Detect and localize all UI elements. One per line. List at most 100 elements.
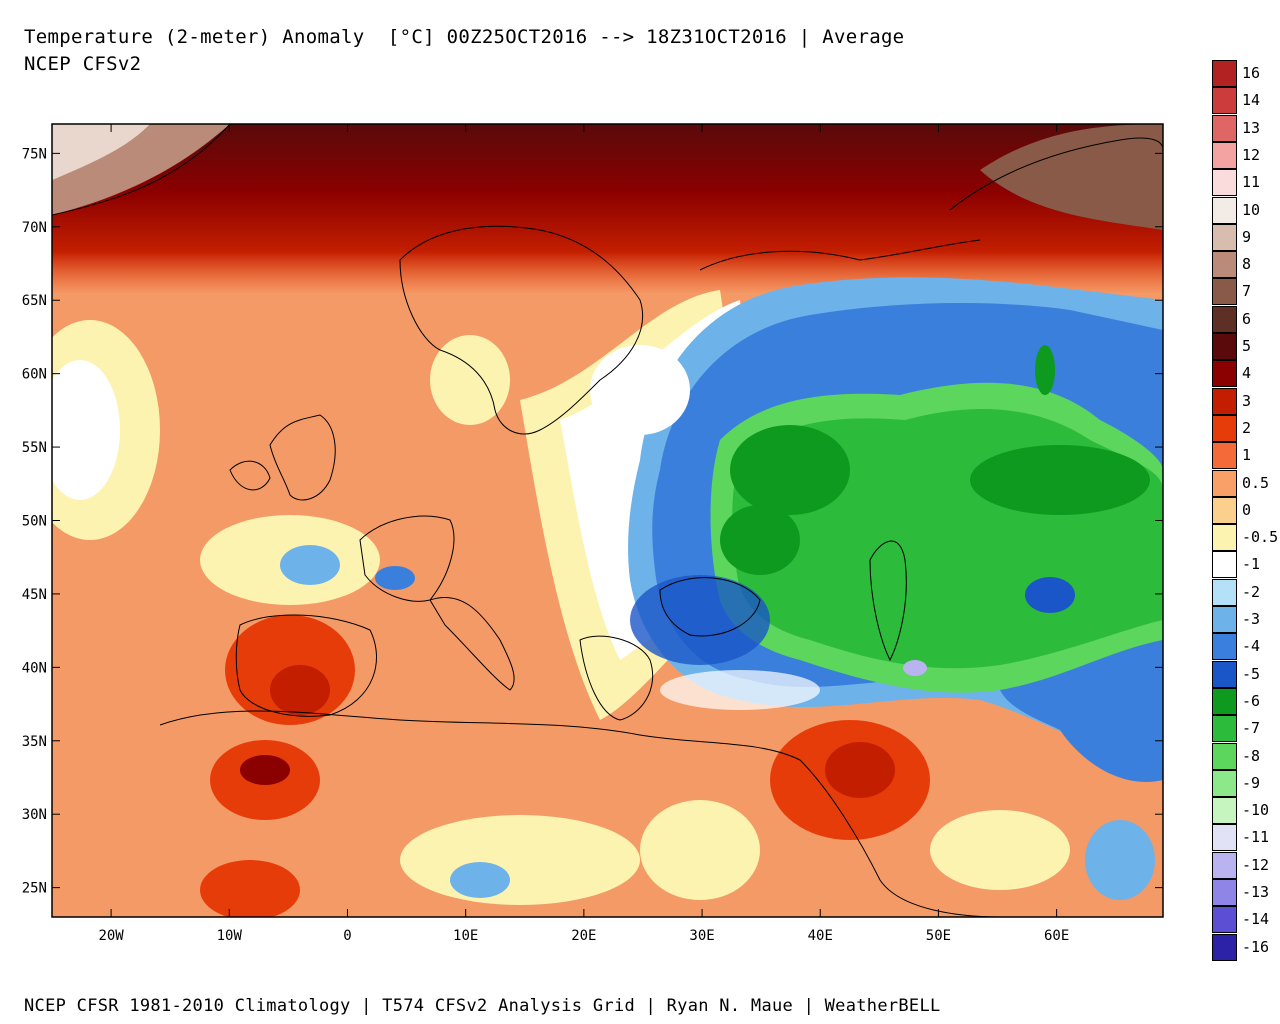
field-biscay-blue [280, 545, 340, 585]
colorbar-label: 0.5 [1242, 473, 1270, 492]
colorbar-label: -8 [1242, 746, 1261, 765]
colorbar-label: -12 [1242, 855, 1270, 874]
field-libya-pale [400, 815, 640, 905]
lat-label: 45N [22, 587, 47, 603]
colorbar-entry: 3 [1212, 387, 1280, 415]
colorbar-swatch [1212, 578, 1237, 606]
colorbar-label: 8 [1242, 255, 1252, 274]
colorbar-label: 7 [1242, 282, 1252, 301]
colorbar-swatch [1212, 333, 1237, 360]
colorbar-entry: 14 [1212, 87, 1280, 115]
field-arctic-nw-inner [52, 124, 150, 180]
field-sahara-warm [200, 860, 300, 917]
lon-label: 30E [689, 928, 714, 944]
colorbar-swatch [1212, 715, 1237, 743]
colorbar-entry: -12 [1212, 851, 1280, 879]
colorbar-label: 16 [1242, 64, 1261, 82]
colorbar-swatch [1212, 551, 1237, 579]
lat-label: 35N [22, 734, 47, 750]
colorbar-label: -5 [1242, 664, 1261, 683]
colorbar-label: -0.5 [1242, 528, 1279, 547]
colorbar-entry: -8 [1212, 742, 1280, 770]
colorbar-swatch [1212, 851, 1237, 879]
colorbar-entry: -3 [1212, 606, 1280, 633]
colorbar-entry: -4 [1212, 633, 1280, 661]
colorbar-label: 5 [1242, 337, 1252, 355]
colorbar-label: 6 [1242, 309, 1252, 328]
colorbar-entry: -7 [1212, 715, 1280, 743]
colorbar-entry: -0.5 [1212, 524, 1280, 552]
lat-label: 75N [22, 146, 47, 162]
colorbar-swatch [1212, 824, 1237, 852]
field-cold-green-core-3 [720, 505, 800, 575]
colorbar-swatch [1212, 360, 1237, 388]
field-asia-blue-south [1000, 640, 1163, 782]
colorbar-swatch [1212, 606, 1237, 633]
colorbar-entry: -1 [1212, 551, 1280, 579]
field-atlantic-white [52, 360, 120, 500]
lat-label: 65N [22, 293, 47, 309]
lat-label: 25N [22, 881, 47, 897]
colorbar-label: -10 [1242, 801, 1270, 820]
colorbar-entry: 1 [1212, 442, 1280, 470]
colorbar-label: -9 [1242, 773, 1261, 792]
colorbar-entry: 11 [1212, 169, 1280, 197]
colorbar-swatch [1212, 414, 1237, 442]
colorbar-swatch [1212, 633, 1237, 661]
colorbar-label: 1 [1242, 446, 1252, 465]
lon-label: 60E [1044, 928, 1069, 944]
colorbar-entry: 0.5 [1212, 469, 1280, 497]
colorbar-swatch [1212, 169, 1237, 197]
colorbar-label: -7 [1242, 719, 1261, 738]
field-cold-green-core-1 [730, 425, 850, 515]
colorbar-entry: -6 [1212, 687, 1280, 715]
field-iberia-core [270, 665, 330, 715]
colorbar-entry: -5 [1212, 660, 1280, 688]
colorbar-entry: -13 [1212, 879, 1280, 906]
colorbar-swatch [1212, 524, 1237, 552]
colorbar-entry: -11 [1212, 824, 1280, 852]
colorbar-entry: -14 [1212, 906, 1280, 934]
colorbar-swatch [1212, 223, 1237, 251]
latitude-axis: 75N 70N 65N 60N 55N 50N 45N 40N 35N 30N 25N [22, 146, 1163, 897]
field-arabia-blue [1085, 820, 1155, 900]
colorbar-label: 13 [1242, 118, 1261, 137]
lat-label: 50N [22, 514, 47, 530]
colorbar-swatch [1212, 196, 1237, 224]
colorbar-label: 0 [1242, 500, 1252, 519]
colorbar-entry: 0 [1212, 496, 1280, 524]
colorbar-label: -14 [1242, 910, 1270, 929]
colorbar-swatch [1212, 442, 1237, 470]
colorbar-swatch [1212, 797, 1237, 825]
field-blacksea-blue [630, 575, 770, 665]
colorbar-entry: 2 [1212, 414, 1280, 442]
colorbar-label: 11 [1242, 173, 1261, 192]
colorbar-label: 2 [1242, 418, 1252, 437]
field-libya-blue [450, 862, 510, 898]
field-morocco-core [240, 755, 290, 785]
colorbar-label: -3 [1242, 610, 1261, 628]
field-arctic-ne [980, 124, 1163, 230]
lat-label: 60N [22, 367, 47, 383]
colorbar-swatch [1212, 387, 1237, 415]
field-scandinavia-pale [430, 335, 510, 425]
lat-label: 40N [22, 660, 47, 676]
field-mideast-core [825, 742, 895, 798]
field-finland-white [590, 345, 690, 435]
colorbar-swatch [1212, 278, 1237, 306]
lon-label: 20E [571, 928, 596, 944]
colorbar-label: 12 [1242, 145, 1261, 164]
colorbar-entry: 16 [1212, 60, 1280, 87]
lon-label: 0 [343, 928, 351, 944]
colorbar-swatch [1212, 769, 1237, 797]
colorbar-entry: -2 [1212, 578, 1280, 606]
colorbar-entry: -9 [1212, 769, 1280, 797]
colorbar-entry: 4 [1212, 360, 1280, 388]
coastlines [52, 124, 1163, 917]
colorbar-label: 9 [1242, 227, 1252, 246]
colorbar-entry: 7 [1212, 278, 1280, 306]
colorbar-swatch [1212, 469, 1237, 497]
colorbar-entry: 9 [1212, 223, 1280, 251]
colorbar-label: -4 [1242, 637, 1261, 656]
